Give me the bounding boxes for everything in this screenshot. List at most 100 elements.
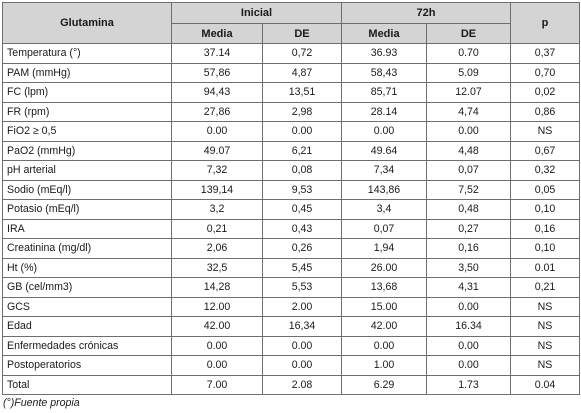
cell-media-inicial: 7.00	[171, 374, 263, 395]
row-label: Potasio (mEq/l)	[2, 199, 172, 220]
cell-de-72h: 0.70	[426, 43, 511, 64]
cell-media-72h: 26.00	[341, 257, 427, 278]
subheader-de-inicial: DE	[262, 23, 342, 44]
cell-media-inicial: 0.00	[171, 335, 263, 356]
table-row: Creatinina (mg/dl) 2,06 0,26 1,94 0,16 0,10	[2, 238, 580, 259]
table-row: PAM (mmHg) 57,86 4,87 58,43 5.09 0,70	[2, 62, 580, 83]
cell-media-inicial: 49.07	[171, 140, 263, 161]
cell-p-value: 0,70	[510, 62, 580, 83]
table-row: Temperatura (°) 37.14 0,72 36.93 0.70 0,37	[2, 43, 580, 64]
cell-de-72h: 12.07	[426, 82, 511, 103]
row-label: GCS	[2, 296, 172, 317]
row-label: GB (cel/mm3)	[2, 277, 172, 298]
row-label: PaO2 (mmHg)	[2, 140, 172, 161]
row-label: Total	[2, 374, 172, 395]
cell-de-72h: 0,16	[426, 238, 511, 259]
cell-p-value: 0,37	[510, 43, 580, 64]
footnote: (°)Fuente propia	[3, 397, 80, 409]
cell-media-inicial: 42.00	[171, 316, 263, 337]
subheader-de-72h: DE	[426, 23, 511, 44]
cell-p-value: 0,05	[510, 179, 580, 200]
table-row: FC (lpm) 94,43 13,51 85,71 12.07 0,02	[2, 82, 580, 103]
cell-media-72h: 7,34	[341, 160, 427, 181]
corner-header: Glutamina	[2, 2, 172, 44]
cell-media-72h: 13,68	[341, 277, 427, 298]
table-row: IRA 0,21 0,43 0,07 0,27 0,16	[2, 218, 580, 239]
glutamine-results-table: Glutamina Inicial 72h p Media DE Media D…	[2, 2, 580, 395]
cell-de-inicial: 4,87	[262, 62, 342, 83]
cell-media-72h: 85,71	[341, 82, 427, 103]
cell-de-inicial: 0,43	[262, 218, 342, 239]
cell-media-inicial: 94,43	[171, 82, 263, 103]
cell-p-value: 0,67	[510, 140, 580, 161]
table-row: FiO2 ≥ 0,5 0.00 0.00 0.00 0.00 NS	[2, 121, 580, 142]
cell-p-value: 0,32	[510, 160, 580, 181]
group-header-72h: 72h	[341, 2, 511, 24]
table-row: Total 7.00 2.08 6.29 1.73 0.04	[2, 374, 580, 395]
header-row-subcolumns: Media DE Media DE	[3, 23, 580, 44]
cell-de-inicial: 2,98	[262, 101, 342, 122]
cell-media-72h: 42.00	[341, 316, 427, 337]
cell-media-72h: 0,07	[341, 218, 427, 239]
cell-de-72h: 0.00	[426, 121, 511, 142]
cell-de-inicial: 0.00	[262, 335, 342, 356]
cell-p-value: NS	[510, 296, 580, 317]
cell-p-value: 0,02	[510, 82, 580, 103]
cell-p-value: 0.01	[510, 257, 580, 278]
cell-media-inicial: 27,86	[171, 101, 263, 122]
cell-p-value: NS	[510, 316, 580, 337]
cell-media-72h: 49.64	[341, 140, 427, 161]
cell-de-72h: 3,50	[426, 257, 511, 278]
cell-de-inicial: 0,72	[262, 43, 342, 64]
cell-media-72h: 0.00	[341, 121, 427, 142]
row-label: FC (lpm)	[2, 82, 172, 103]
cell-p-value: 0,16	[510, 218, 580, 239]
cell-de-72h: 1.73	[426, 374, 511, 395]
cell-de-inicial: 9,53	[262, 179, 342, 200]
table-row: Enfermedades crónicas 0.00 0.00 0.00 0.00 NS	[2, 335, 580, 356]
cell-media-inicial: 32,5	[171, 257, 263, 278]
cell-p-value: NS	[510, 335, 580, 356]
cell-de-72h: 0.00	[426, 355, 511, 376]
p-value-header: p	[510, 2, 580, 44]
cell-media-inicial: 14,28	[171, 277, 263, 298]
cell-de-72h: 0,27	[426, 218, 511, 239]
cell-de-inicial: 16,34	[262, 316, 342, 337]
cell-de-inicial: 0.00	[262, 355, 342, 376]
table-row: FR (rpm) 27,86 2,98 28.14 4,74 0,86	[2, 101, 580, 122]
row-label: pH arterial	[2, 160, 172, 181]
subheader-media-inicial: Media	[171, 23, 263, 44]
cell-p-value: 0,86	[510, 101, 580, 122]
cell-p-value: 0,10	[510, 238, 580, 259]
cell-media-72h: 1,94	[341, 238, 427, 259]
cell-p-value: NS	[510, 121, 580, 142]
row-label: Sodio (mEq/l)	[2, 179, 172, 200]
cell-media-inicial: 0,21	[171, 218, 263, 239]
cell-p-value: 0.04	[510, 374, 580, 395]
cell-de-72h: 5.09	[426, 62, 511, 83]
subheader-media-72h: Media	[341, 23, 427, 44]
cell-p-value: NS	[510, 355, 580, 376]
cell-media-72h: 1.00	[341, 355, 427, 376]
cell-media-inicial: 0.00	[171, 121, 263, 142]
cell-de-inicial: 0.00	[262, 121, 342, 142]
cell-media-inicial: 2,06	[171, 238, 263, 259]
row-label: Ht (%)	[2, 257, 172, 278]
row-label: FR (rpm)	[2, 101, 172, 122]
group-header-inicial: Inicial	[171, 2, 342, 24]
cell-de-72h: 4,31	[426, 277, 511, 298]
cell-de-72h: 4,48	[426, 140, 511, 161]
row-label: PAM (mmHg)	[2, 62, 172, 83]
cell-de-inicial: 0,08	[262, 160, 342, 181]
cell-media-72h: 58,43	[341, 62, 427, 83]
cell-media-72h: 6.29	[341, 374, 427, 395]
cell-de-inicial: 5,45	[262, 257, 342, 278]
cell-p-value: 0,10	[510, 199, 580, 220]
cell-de-72h: 0.00	[426, 335, 511, 356]
row-label: Creatinina (mg/dl)	[2, 238, 172, 259]
cell-media-inicial: 3,2	[171, 199, 263, 220]
cell-media-inicial: 0.00	[171, 355, 263, 376]
cell-de-inicial: 0,26	[262, 238, 342, 259]
cell-de-72h: 16.34	[426, 316, 511, 337]
